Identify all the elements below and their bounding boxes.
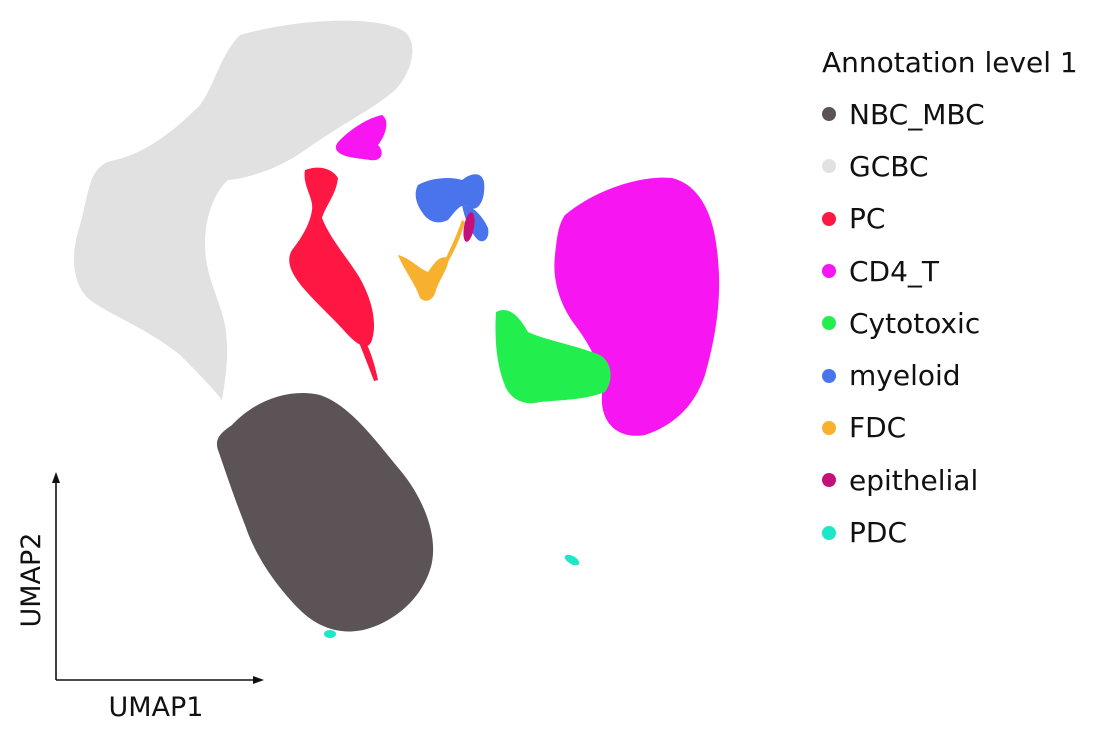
legend-item-epithelial: epithelial xyxy=(822,454,1078,506)
cluster-pdc-small xyxy=(324,630,336,638)
legend-marker xyxy=(822,473,836,488)
legend-label: PC xyxy=(849,202,886,236)
legend-item-cytotoxic: Cytotoxic xyxy=(822,297,1078,349)
legend-item-pc: PC xyxy=(822,193,1078,245)
legend-marker xyxy=(822,264,836,279)
legend-label: epithelial xyxy=(849,463,979,497)
cluster-cd4-t-small xyxy=(335,115,387,161)
legend-label: FDC xyxy=(849,411,907,445)
legend-item-fdc: FDC xyxy=(822,402,1078,454)
cluster-cd4-t xyxy=(554,177,720,436)
legend-marker xyxy=(822,316,836,331)
legend-items: NBC_MBC GCBC PC CD4_T Cytotoxic myeloid FDC epi… xyxy=(822,88,1078,559)
legend-item-gcbc: GCBC xyxy=(822,140,1078,192)
cluster-gcbc xyxy=(74,20,413,400)
legend-marker xyxy=(822,159,836,174)
legend-item-cd4-t: CD4_T xyxy=(822,245,1078,297)
cluster-layer xyxy=(74,20,720,638)
umap-scatter-plot: UMAP1 UMAP2 xyxy=(16,20,720,723)
legend-marker xyxy=(822,211,836,226)
legend-marker xyxy=(822,420,836,435)
cluster-fdc-arm xyxy=(445,220,465,262)
legend-title: Annotation level 1 xyxy=(822,46,1078,79)
legend-label: PDC xyxy=(849,516,907,550)
legend-label: GCBC xyxy=(849,149,929,183)
cluster-myeloid xyxy=(415,174,485,223)
legend-marker xyxy=(822,525,836,540)
legend-label: CD4_T xyxy=(849,254,940,288)
legend-item-myeloid: myeloid xyxy=(822,349,1078,401)
cluster-pc-tail xyxy=(358,335,378,381)
legend-marker xyxy=(822,107,836,122)
cluster-pc xyxy=(289,167,375,347)
axis-arrows xyxy=(52,472,264,684)
legend-label: NBC_MBC xyxy=(849,97,985,131)
x-axis-label: UMAP1 xyxy=(109,692,204,723)
cluster-cytotoxic xyxy=(495,310,611,404)
cluster-epithelial xyxy=(463,212,475,242)
legend-item-pdc: PDC xyxy=(822,506,1078,558)
legend-marker xyxy=(822,368,836,383)
cluster-fdc xyxy=(398,255,449,301)
cluster-pdc xyxy=(564,554,580,566)
legend: Annotation level 1 NBC_MBC GCBC PC CD4_T Cyt… xyxy=(822,44,1078,559)
y-axis-label: UMAP2 xyxy=(16,533,47,628)
legend-label: Cytotoxic xyxy=(849,306,981,340)
legend-label: myeloid xyxy=(849,359,961,393)
legend-item-nbc-mbc: NBC_MBC xyxy=(822,88,1078,140)
cluster-nbc-mbc xyxy=(216,393,434,632)
